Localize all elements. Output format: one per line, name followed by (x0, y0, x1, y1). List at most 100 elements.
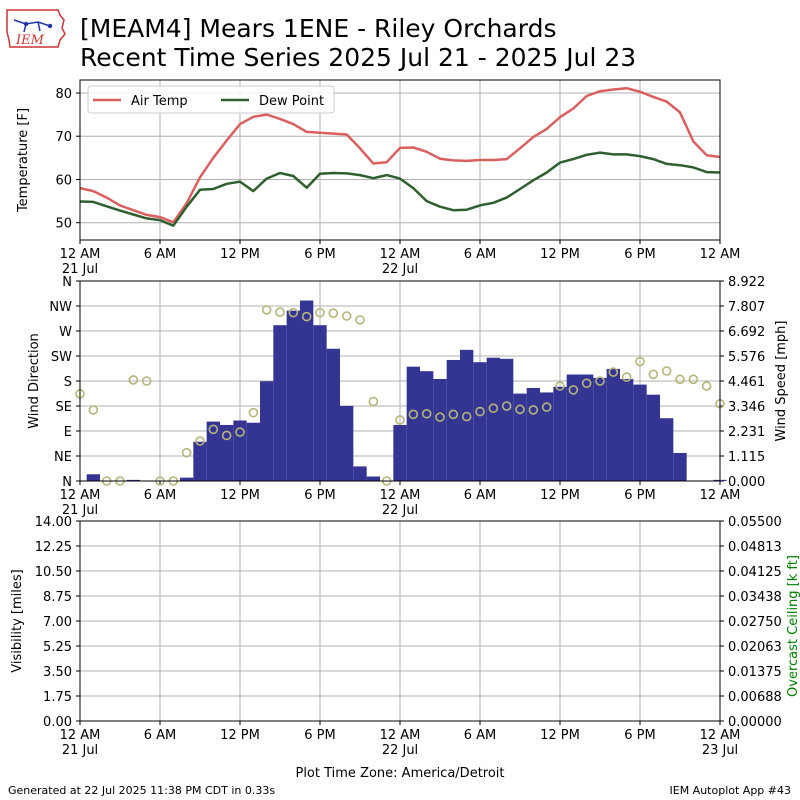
wind-direction-point (128, 375, 139, 385)
x-tick-label: 12 PM (540, 488, 580, 503)
logo-text: IEM (15, 33, 45, 48)
wind-direction-point (301, 311, 312, 322)
y2-tick-label: 3.346 (728, 400, 765, 415)
wind-direction-point (395, 415, 405, 425)
x-tick-label: 6 PM (624, 728, 655, 743)
wind-direction-point (688, 374, 699, 385)
x-tick-label: 12 AM (60, 488, 101, 503)
x-date-label: 21 Jul (62, 743, 98, 758)
x-tick-label: 6 AM (464, 728, 497, 743)
wind-direction-point (141, 376, 152, 386)
wind-direction-point (621, 372, 632, 382)
wind-direction-point (515, 404, 525, 415)
y2-tick-label: 0.02750 (728, 615, 782, 630)
y-tick-label: 50 (55, 217, 72, 232)
wind-direction-point (461, 411, 472, 422)
wind-direction-point (355, 315, 365, 325)
wind-direction-point (181, 447, 192, 458)
x-tick-label: 12 PM (220, 728, 260, 743)
wind-direction-point (315, 307, 325, 318)
y-tick-label: W (59, 325, 72, 340)
wind-direction-point (595, 376, 605, 386)
x-tick-label: 12 AM (380, 728, 421, 743)
panel-border (79, 280, 721, 482)
chart-title-line-1: [MEAM4] Mears 1ENE - Riley Orchards (80, 14, 557, 43)
wind-speed-bar (406, 366, 420, 481)
y2-tick-label: 0.05500 (728, 515, 782, 530)
air-temp-line (79, 86, 721, 224)
x-date-label: 21 Jul (62, 262, 98, 277)
x-tick-label: 6 AM (144, 247, 177, 262)
y-tick-label: 3.50 (43, 665, 72, 680)
wind-speed-bar (126, 479, 140, 481)
y-axis-label: Visibility [miles] (10, 569, 25, 672)
wind-direction-point (608, 367, 619, 377)
station-dot-icon (47, 23, 53, 29)
y2-tick-label: 2.231 (728, 425, 765, 440)
wind-direction-point (88, 405, 99, 415)
wind-speed-bar (646, 394, 660, 481)
y-tick-label: NE (54, 450, 72, 465)
y-tick-label: SE (56, 400, 72, 415)
y2-tick-label: 4.461 (728, 375, 765, 390)
y2-tick-label: 7.807 (728, 300, 765, 315)
wind-direction-point (661, 366, 672, 376)
y-tick-label: 8.75 (43, 590, 72, 605)
x-tick-label: 6 PM (624, 488, 655, 503)
app-credit: IEM Autoplot App #43 (669, 784, 792, 797)
y-tick-label: 5.25 (43, 640, 72, 655)
wind-speed-bar (540, 392, 554, 481)
x-date-label: 22 Jul (382, 262, 418, 277)
wind-speed-bar (353, 466, 367, 481)
wind-direction-point (341, 311, 352, 321)
wind-speed-bar (260, 381, 274, 481)
legend: Air Temp Dew Point (87, 85, 335, 114)
wind-speed-bar (473, 362, 487, 481)
x-tick-label: 12 AM (700, 728, 741, 743)
y-tick-label: NW (49, 300, 72, 315)
x-tick-label: 12 AM (380, 247, 421, 262)
wind-speed-bar (340, 405, 354, 481)
wind-speed-bar (220, 424, 234, 481)
x-date-label: 23 Jul (702, 743, 738, 758)
x-tick-label: 12 PM (220, 247, 260, 262)
y-tick-label: 10.50 (35, 565, 72, 580)
wind-direction-point (235, 427, 245, 437)
y2-tick-label: 8.922 (728, 275, 765, 290)
wind-direction-point (488, 403, 499, 414)
x-tick-label: 6 AM (144, 488, 177, 503)
wind-speed-bar (86, 474, 100, 481)
legend-label-dew-point: Dew Point (259, 94, 324, 109)
wind-speed-bar (500, 358, 514, 481)
y2-tick-label: 0.02063 (728, 640, 782, 655)
wind-direction-point (581, 378, 592, 389)
x-date-label: 22 Jul (382, 503, 418, 518)
y2-tick-label: 0.04125 (728, 565, 782, 580)
wind-speed-bar (193, 441, 207, 481)
wind-speed-bar (486, 357, 500, 481)
y2-axis-label: Wind Speed [mph] (774, 321, 789, 442)
wind-speed-bar (180, 477, 194, 481)
y-tick-label: S (64, 375, 72, 390)
y-axis-label: Wind Direction (27, 333, 42, 429)
visibility-panel: 0.00 1.75 3.50 5.25 7.00 8.75 10.50 12.25 14.00 0… (10, 515, 800, 758)
y2-tick-label: 0.04813 (728, 540, 782, 555)
wind-direction-point (288, 307, 299, 318)
y-tick-label: 70 (55, 130, 72, 145)
station-dot-icon (23, 21, 29, 27)
wind-speed-bar (326, 348, 340, 481)
wind-direction-point (275, 307, 285, 317)
wind-speed-bar (566, 374, 580, 481)
x-tick-label: 6 AM (144, 728, 177, 743)
y2-tick-label: 0.00688 (728, 690, 782, 705)
x-tick-label: 12 AM (60, 728, 101, 743)
iem-logo: IEM (6, 9, 66, 48)
wind-direction-point (261, 305, 272, 315)
wind-speed-bar (300, 300, 314, 481)
wind-direction-point (568, 385, 579, 395)
wind-speed-bar (313, 325, 327, 481)
wind-speed-bar (286, 310, 300, 481)
y-tick-label: 7.00 (43, 615, 72, 630)
y-tick-label: 0.00 (43, 715, 72, 730)
